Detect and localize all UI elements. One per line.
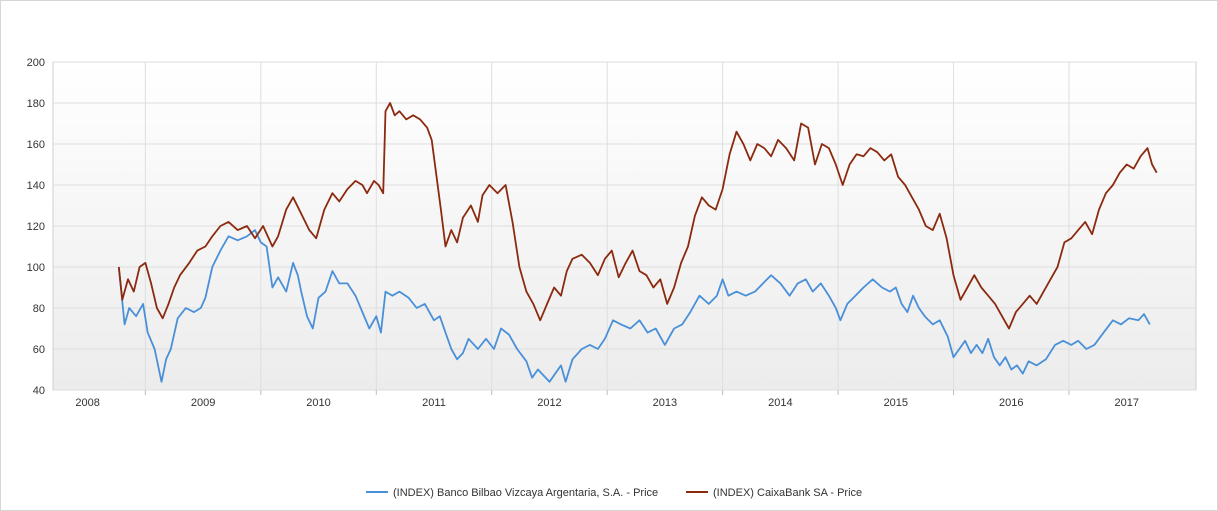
legend-label: (INDEX) Banco Bilbao Vizcaya Argentaria,…: [393, 487, 658, 499]
x-tick-label: 2010: [306, 397, 330, 409]
x-tick-label: 2017: [1114, 397, 1138, 409]
y-tick-label: 80: [33, 303, 45, 315]
x-tick-label: 2008: [75, 397, 99, 409]
x-tick-label: 2016: [999, 397, 1023, 409]
x-tick-label: 2013: [653, 397, 677, 409]
x-tick-label: 2012: [537, 397, 561, 409]
y-tick-label: 40: [33, 385, 45, 397]
x-tick-label: 2011: [422, 397, 446, 409]
y-tick-label: 140: [27, 180, 45, 192]
x-tick-label: 2009: [191, 397, 215, 409]
grid-lines: [53, 61, 1196, 391]
x-tick-label: 2015: [884, 397, 908, 409]
y-axis: 40 60 80 100 120 140 160 180 200: [27, 57, 45, 397]
y-tick-label: 160: [27, 139, 45, 151]
x-tick-label: 2014: [768, 397, 792, 409]
legend: (INDEX) Banco Bilbao Vizcaya Argentaria,…: [366, 487, 862, 499]
x-axis: 2008 2009 2010 2011 2012 2013 2014 2015 2016 2017: [75, 390, 1139, 409]
y-tick-label: 120: [27, 221, 45, 233]
y-tick-label: 60: [33, 344, 45, 356]
series-lines: [117, 102, 1158, 383]
series-line-1: [117, 102, 1158, 330]
y-tick-label: 180: [27, 98, 45, 110]
legend-label: (INDEX) CaixaBank SA - Price: [713, 487, 862, 499]
y-tick-label: 200: [27, 57, 45, 69]
y-tick-label: 100: [27, 262, 45, 274]
series-line-0: [117, 229, 1151, 383]
